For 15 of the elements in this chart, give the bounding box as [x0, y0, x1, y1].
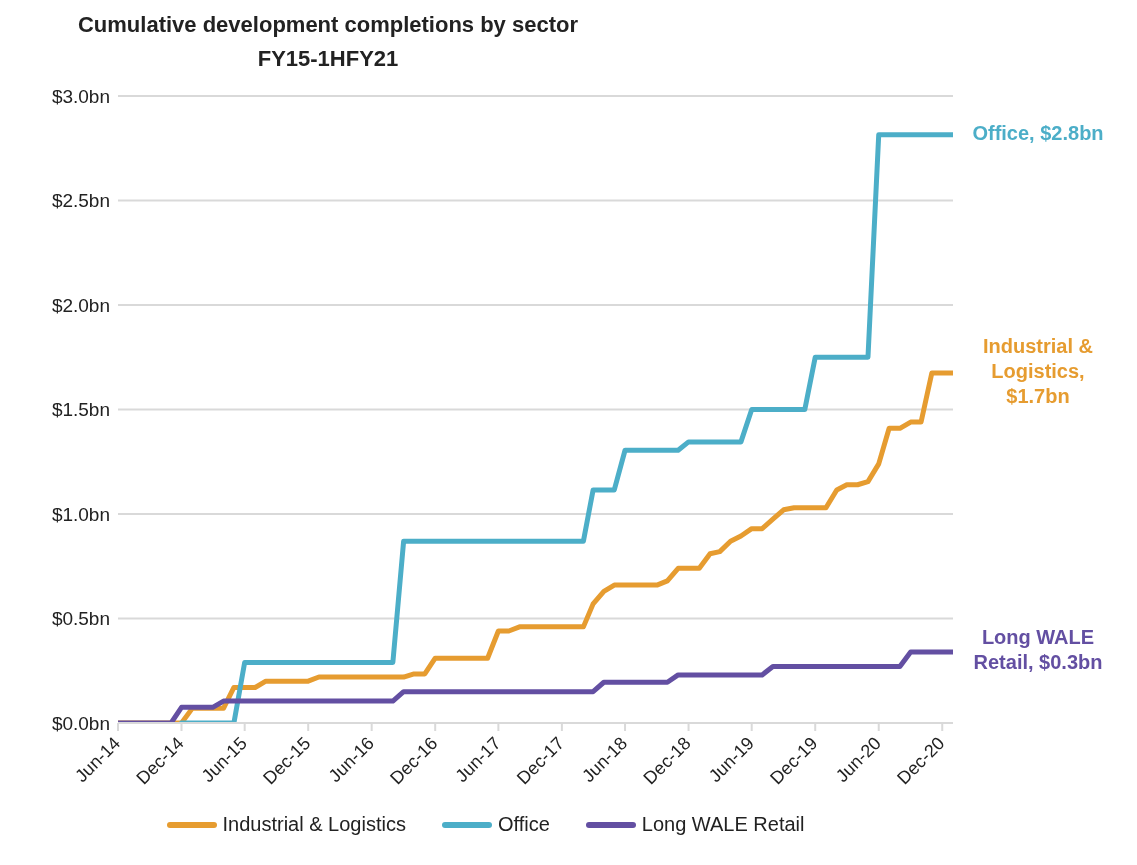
y-tick-label: $1.5bn [51, 399, 110, 421]
annotation: Long WALE Retail, $0.3bn [973, 626, 1103, 674]
annotation: Industrial & Logistics, $1.7bn [982, 335, 1094, 408]
annotation: Office, $2.8bn [972, 121, 1104, 144]
y-tick-label: $1.0bn [51, 503, 110, 525]
chart-title: Cumulative development completions by sector [77, 11, 579, 39]
legend-label: Office [496, 813, 550, 836]
y-tick-label: $2.5bn [51, 190, 110, 212]
chart-subtitle: FY15-1HFY21 [256, 45, 400, 73]
y-tick-label: $3.0bn [51, 85, 110, 107]
y-tick-label: $0.5bn [51, 608, 110, 630]
y-tick-label: $2.0bn [51, 294, 110, 316]
legend-label: Industrial & Logistics [221, 813, 406, 836]
legend-label: Long WALE Retail [640, 813, 805, 836]
y-tick-label: $0.0bn [51, 712, 110, 734]
